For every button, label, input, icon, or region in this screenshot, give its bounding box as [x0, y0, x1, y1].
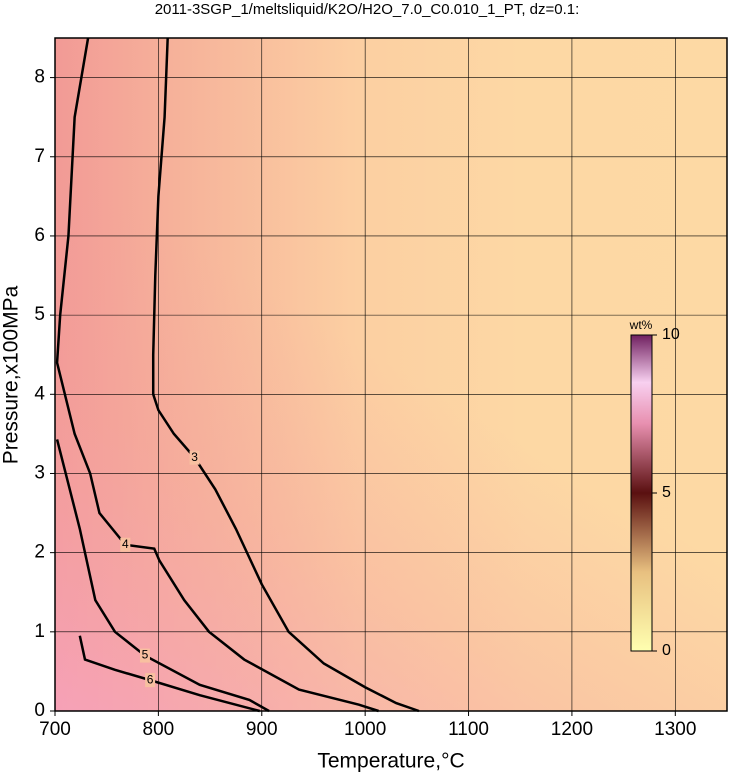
x-tick-label: 1300 [654, 719, 696, 740]
plot-shade [55, 38, 727, 711]
plot-frame [54, 37, 728, 712]
chart-title: 2011-3SGP_1/meltsliquid/K2O/H2O_7.0_C0.0… [155, 1, 580, 18]
x-tick-label: 700 [39, 719, 71, 740]
y-tick-label: 8 [34, 67, 45, 88]
x-tick-label: 1100 [448, 719, 489, 740]
contour-line [55, 439, 270, 713]
y-tick-label: 6 [34, 225, 45, 246]
y-axis-label: Pressure,x100MPa [0, 285, 23, 464]
y-tick-label: 1 [34, 621, 45, 642]
colorbar-tick-label: 0 [662, 642, 671, 659]
colorbar [630, 334, 653, 652]
contour-line [78, 635, 261, 713]
x-tick-label: 800 [143, 719, 175, 740]
y-tick-label: 3 [34, 462, 45, 483]
colorbar-tick-label: 5 [662, 484, 671, 501]
x-tick-label: 1200 [551, 719, 593, 740]
x-axis-label: Temperature,°C [317, 750, 464, 773]
contour-label: 5 [142, 648, 149, 662]
contour-label: 6 [147, 672, 154, 686]
x-tick-label: 900 [246, 719, 278, 740]
y-tick-label: 4 [34, 383, 45, 404]
contour-label-bg [139, 648, 150, 663]
y-tick-label: 5 [34, 304, 45, 325]
y-tick-label: 2 [34, 542, 45, 563]
contour-label: 3 [191, 450, 198, 464]
x-tick-label: 1000 [344, 719, 386, 740]
y-tick-label: 7 [34, 146, 45, 167]
colorbar-label: wt% [629, 318, 653, 332]
contour-label: 4 [122, 537, 129, 551]
contour-label-bg [120, 537, 131, 552]
contour-label-bg [189, 450, 200, 465]
colorbar-tick-label: 10 [662, 326, 680, 343]
contour-label-bg [145, 673, 156, 688]
y-tick-label: 0 [34, 700, 45, 721]
